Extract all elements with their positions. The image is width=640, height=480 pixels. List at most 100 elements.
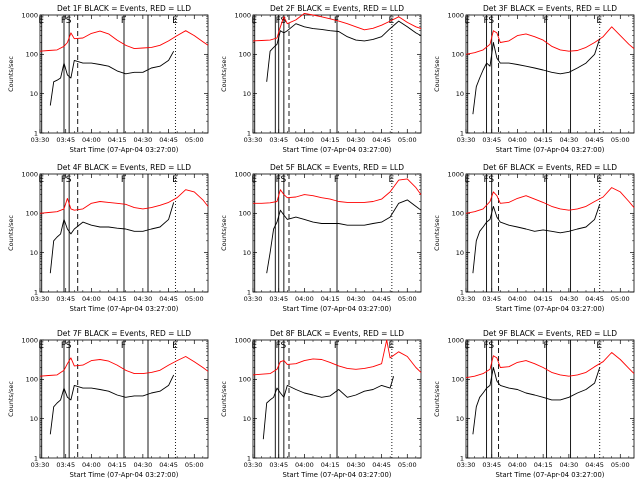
lld-series-line [465,26,635,55]
y-tick-label: 1000 [234,170,251,178]
y-tick-label: 10 [243,415,251,423]
y-axis-label: Counts/sec [7,381,15,417]
x-tick-label: 03:45 [56,461,75,469]
y-tick-label: 100 [239,51,251,59]
x-tick-label: 04:15 [108,295,127,303]
time-marker-label: F [121,175,126,185]
y-axis-label: Counts/sec [7,215,15,251]
x-tick-label: 03:30 [457,136,476,144]
time-marker-label: S [280,175,286,185]
lld-series-line [39,189,209,214]
x-tick-label: 04:45 [159,136,178,144]
y-tick-label: 1000 [234,336,251,344]
y-tick-label: 10 [30,249,38,257]
time-marker-label: S [280,341,286,351]
plot-frame [465,173,635,293]
y-tick-label: 1 [247,129,251,137]
y-tick-label: 1 [247,288,251,296]
y-tick-label: 100 [452,376,464,384]
time-marker-label: E [172,175,178,185]
events-series-line [49,50,175,106]
time-marker-label: F [543,175,548,185]
x-tick-label: 04:15 [108,461,127,469]
x-tick-label: 04:30 [133,136,152,144]
x-tick-label: 04:30 [133,461,152,469]
events-series-line [266,20,422,82]
time-marker-label: E [172,16,178,26]
time-marker-label: F [276,16,281,26]
x-tick-label: 04:45 [372,136,391,144]
x-tick-label: 04:15 [321,295,340,303]
plot-frame [465,14,635,134]
x-tick-label: 04:15 [108,136,127,144]
x-tick-label: 04:30 [559,295,578,303]
y-tick-label: 100 [239,210,251,218]
chart-title: Det 3F BLACK = Events, RED = LLD [483,4,617,13]
y-tick-label: 1000 [447,170,464,178]
time-marker-label: E [251,341,257,351]
chart-panel-8: Det 8F BLACK = Events, RED = LLD Counts/s… [220,329,422,479]
y-tick-label: 100 [26,51,38,59]
time-marker-label: E [389,175,395,185]
y-tick-label: 10 [243,249,251,257]
chart-panel-9: Det 9F BLACK = Events, RED = LLD Counts/s… [433,329,635,479]
y-tick-label: 10 [30,90,38,98]
y-tick-label: 1000 [21,11,38,19]
time-marker-label: F [121,341,126,351]
time-marker-label: E [596,16,602,26]
x-tick-label: 04:45 [585,136,604,144]
x-tick-label: 03:45 [482,136,501,144]
time-marker-label: S [488,341,494,351]
x-tick-label: 03:45 [482,295,501,303]
x-tick-label: 04:45 [159,461,178,469]
y-tick-label: 1 [247,454,251,462]
y-tick-label: 1 [460,288,464,296]
chart-title: Det 6F BLACK = Events, RED = LLD [483,163,617,172]
x-tick-label: 04:00 [295,461,314,469]
x-axis-label: Start Time (07-Apr-04 03:27:00) [283,305,392,313]
y-tick-label: 1 [34,454,38,462]
time-marker-label: E [596,175,602,185]
y-tick-label: 100 [26,210,38,218]
y-axis-label: Counts/sec [433,56,441,92]
x-tick-label: 04:15 [321,136,340,144]
events-series-line [472,38,601,115]
x-axis-label: Start Time (07-Apr-04 03:27:00) [70,471,179,479]
x-tick-label: 04:30 [346,136,365,144]
y-tick-label: 10 [243,90,251,98]
x-tick-label: 03:45 [56,295,75,303]
x-tick-label: 04:00 [82,136,101,144]
y-tick-label: 10 [456,90,464,98]
x-tick-label: 05:00 [185,295,204,303]
x-tick-label: 04:45 [159,295,178,303]
events-series-line [49,374,175,435]
time-marker-label: F [483,341,488,351]
chart-title: Det 4F BLACK = Events, RED = LLD [57,163,191,172]
chart-title: Det 8F BLACK = Events, RED = LLD [270,329,404,338]
time-marker-label: E [38,16,44,26]
x-tick-label: 03:30 [244,295,263,303]
x-tick-label: 04:30 [346,295,365,303]
chart-panel-3: Det 3F BLACK = Events, RED = LLD Counts/s… [433,4,635,154]
x-axis-label: Start Time (07-Apr-04 03:27:00) [283,146,392,154]
y-tick-label: 1 [460,129,464,137]
x-tick-label: 05:00 [611,295,630,303]
y-tick-label: 100 [26,376,38,384]
time-marker-label: E [389,341,395,351]
chart-title: Det 7F BLACK = Events, RED = LLD [57,329,191,338]
x-tick-label: 03:45 [269,136,288,144]
chart-title: Det 1F BLACK = Events, RED = LLD [57,4,191,13]
time-marker-label: S [66,175,72,185]
lld-series-line [253,178,422,204]
x-tick-label: 04:00 [295,136,314,144]
y-axis-label: Counts/sec [7,56,15,92]
x-tick-label: 04:45 [585,461,604,469]
x-tick-label: 04:00 [295,295,314,303]
chart-title: Det 9F BLACK = Events, RED = LLD [483,329,617,338]
chart-panel-7: Det 7F BLACK = Events, RED = LLD Counts/s… [7,329,209,479]
chart-panel-5: Det 5F BLACK = Events, RED = LLD Counts/s… [220,163,422,313]
y-axis-label: Counts/sec [220,215,228,251]
chart-panel-4: Det 4F BLACK = Events, RED = LLD Counts/s… [7,163,209,313]
x-axis-label: Start Time (07-Apr-04 03:27:00) [496,305,605,313]
